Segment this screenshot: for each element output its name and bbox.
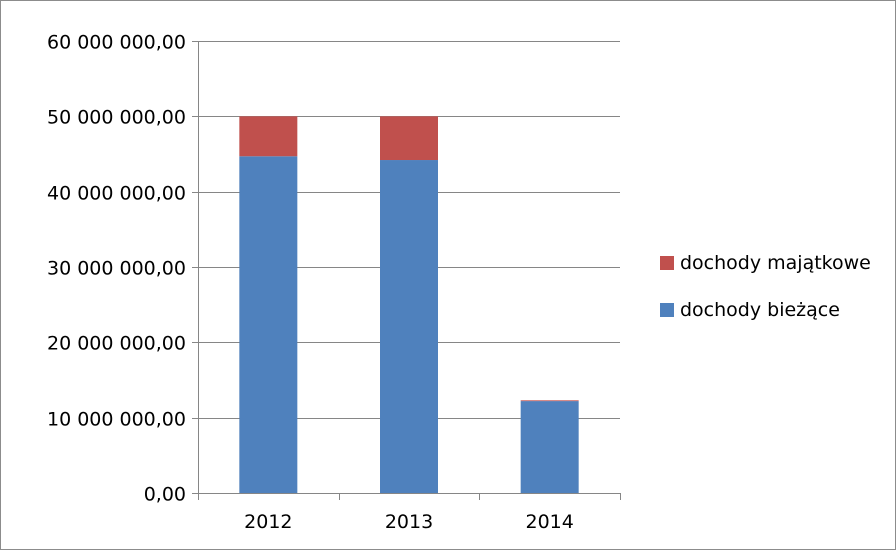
y-tick-label: 20 000 000,00	[47, 333, 186, 355]
bar-segment	[520, 401, 579, 493]
x-tick-label: 2014	[525, 511, 573, 533]
legend-swatch	[660, 256, 674, 270]
bar-segment	[380, 116, 438, 161]
y-tick-label: 40 000 000,00	[47, 183, 186, 205]
legend-swatch	[660, 303, 674, 317]
y-tick-label: 0,00	[144, 484, 186, 506]
x-tick-label: 2013	[385, 511, 433, 533]
bar-segment	[520, 400, 579, 402]
bar-segment	[380, 160, 438, 493]
bar-segment	[239, 156, 298, 493]
axes: 0,00 10 000 000,00 20 000 000,00 30 000 000…	[47, 32, 621, 533]
legend-label: dochody bieżące	[680, 299, 840, 321]
legend: dochody majątkowe dochody bieżące	[660, 252, 871, 321]
y-tick-label: 30 000 000,00	[47, 258, 186, 280]
y-tick-label: 60 000 000,00	[47, 32, 186, 54]
bars	[239, 116, 579, 493]
x-tick-label: 2012	[244, 511, 292, 533]
legend-label: dochody majątkowe	[680, 252, 871, 274]
y-tick-label: 50 000 000,00	[47, 107, 186, 129]
bar-segment	[239, 116, 298, 157]
y-tick-label: 10 000 000,00	[47, 409, 186, 431]
